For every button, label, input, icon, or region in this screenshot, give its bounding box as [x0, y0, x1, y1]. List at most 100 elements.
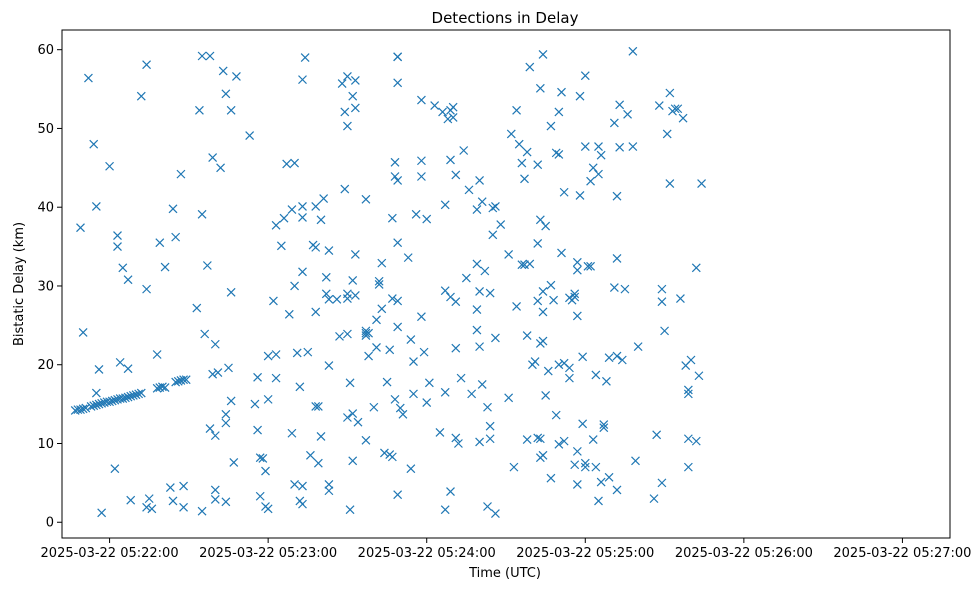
data-point [488, 230, 498, 240]
data-point [683, 389, 693, 399]
data-point [546, 280, 556, 290]
data-point [565, 363, 574, 373]
data-point [81, 403, 91, 413]
data-point [554, 360, 564, 370]
y-axis-label: Bistatic Delay (km) [12, 222, 27, 346]
data-point [292, 348, 302, 358]
data-point [387, 294, 397, 303]
data-point [298, 75, 307, 85]
data-point [665, 88, 675, 98]
data-point [258, 454, 268, 463]
data-point [147, 504, 157, 514]
data-point [604, 472, 614, 482]
data-point [609, 283, 619, 292]
data-point [472, 325, 482, 335]
data-point [612, 351, 622, 361]
data-point [588, 435, 598, 444]
data-point [448, 112, 458, 122]
data-point [588, 163, 598, 173]
data-point [377, 304, 387, 314]
data-point [393, 176, 403, 185]
data-point [572, 480, 582, 489]
data-point [197, 209, 207, 219]
data-point [136, 91, 146, 101]
x-tick-label: 2025-03-22 05:24:00 [358, 546, 496, 561]
data-point [343, 121, 352, 131]
data-point [488, 203, 498, 213]
data-point [512, 105, 521, 115]
data-point [276, 241, 286, 251]
data-point [369, 402, 379, 412]
data-point [245, 131, 255, 140]
data-point [475, 342, 484, 352]
data-point [152, 383, 162, 393]
data-point [311, 402, 321, 411]
data-point [353, 417, 363, 427]
data-point [660, 326, 669, 336]
data-point [448, 102, 458, 112]
data-point [263, 394, 273, 404]
data-point [697, 179, 706, 189]
data-point [517, 158, 527, 168]
data-point [578, 352, 588, 362]
data-point [350, 103, 360, 113]
data-point [446, 487, 455, 496]
data-point [372, 342, 381, 352]
data-point [324, 486, 334, 496]
data-point [475, 437, 484, 447]
data-point [435, 428, 445, 437]
data-point [311, 201, 321, 211]
data-point [554, 150, 564, 159]
data-point [654, 101, 664, 111]
data-point [522, 147, 532, 157]
data-point [218, 66, 228, 76]
data-point [580, 142, 590, 151]
data-point [594, 496, 603, 506]
data-point [694, 371, 704, 381]
data-point [131, 390, 141, 400]
y-tick-label: 10 [37, 437, 54, 452]
data-point [128, 391, 138, 400]
data-point [298, 201, 307, 211]
data-point [282, 159, 292, 169]
data-point [483, 502, 492, 511]
data-point [586, 176, 595, 186]
data-point [78, 328, 88, 337]
data-point [210, 485, 220, 495]
data-point [221, 497, 231, 507]
data-point [533, 433, 543, 443]
data-point [324, 361, 334, 370]
data-point [520, 174, 529, 184]
data-point [398, 409, 408, 419]
x-tick-label: 2025-03-22 05:27:00 [833, 546, 971, 561]
data-point [200, 329, 210, 339]
y-tick-label: 40 [37, 201, 54, 216]
data-point [348, 409, 358, 418]
data-point [459, 146, 469, 155]
data-point [250, 399, 260, 409]
data-point [417, 95, 426, 105]
data-point [446, 155, 455, 165]
data-point [160, 262, 170, 272]
data-point [438, 107, 447, 117]
data-point [673, 104, 683, 114]
data-point [594, 169, 603, 179]
data-point [118, 394, 128, 404]
data-point [340, 107, 350, 117]
data-point [535, 83, 545, 93]
data-point [134, 389, 144, 399]
data-point [403, 253, 413, 263]
data-point [97, 508, 107, 518]
data-point [387, 452, 397, 462]
data-point [152, 350, 162, 359]
data-point [422, 398, 432, 407]
data-point [306, 450, 315, 460]
data-point [683, 385, 693, 395]
data-point [580, 71, 590, 81]
data-point [142, 60, 151, 70]
data-point [390, 394, 400, 404]
data-point [472, 205, 482, 214]
points-layer [70, 46, 706, 519]
data-point [271, 350, 281, 359]
